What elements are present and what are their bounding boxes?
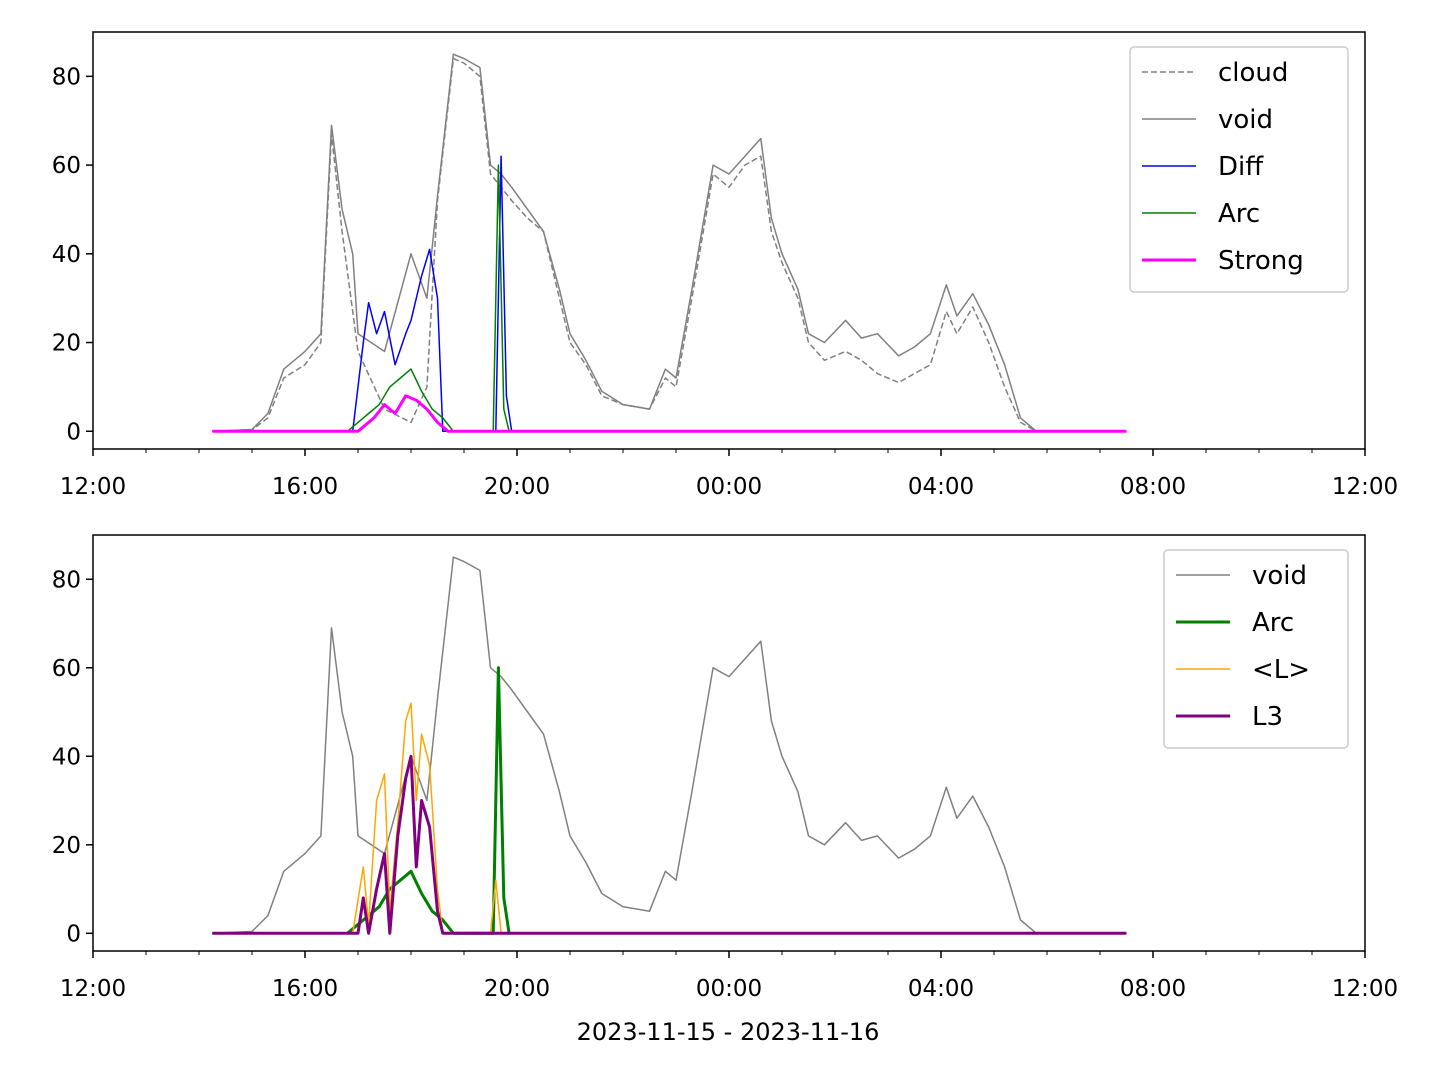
y-tick-label: 40 [52, 744, 81, 770]
legend-box [1129, 46, 1349, 293]
legend: cloud void Diff Arc Strong [1129, 46, 1349, 293]
legend-label: Diff [1218, 152, 1264, 182]
legend-label: cloud [1218, 58, 1288, 88]
x-tick-label: 20:00 [484, 976, 550, 1002]
y-tick-label: 60 [52, 153, 81, 179]
legend-label: Strong [1218, 246, 1304, 276]
x-tick-label: 00:00 [696, 474, 762, 500]
series-line-1 [212, 53, 1127, 433]
x-tick-label: 12:00 [60, 976, 126, 1002]
series-line-3 [346, 164, 510, 433]
legend: void Arc <L> L3 [1163, 549, 1349, 749]
legend-label: <L> [1252, 655, 1310, 685]
y-tick-label: 20 [52, 331, 81, 357]
bottom-chart-panel: 0 20 40 60 80 12:00 16:00 20:00 00:00 04:00 08:00 1… [52, 534, 1398, 1002]
series-line-2 [351, 155, 513, 433]
legend-box [1163, 549, 1349, 749]
x-tick-label: 04:00 [908, 474, 974, 500]
x-tick-label: 16:00 [272, 474, 338, 500]
x-tick-label: 08:00 [1120, 474, 1186, 500]
plot-area [212, 53, 1127, 433]
x-tick-label: 08:00 [1120, 976, 1186, 1002]
y-tick-label: 80 [52, 567, 81, 593]
x-tick-label: 12:00 [60, 474, 126, 500]
bottom-chart-x-axis-label: 2023-11-15 - 2023-11-16 [577, 1018, 880, 1046]
x-tick-label: 20:00 [484, 474, 550, 500]
plot-area [212, 556, 1127, 935]
y-tick-label: 80 [52, 64, 81, 90]
y-tick-label: 0 [66, 419, 81, 445]
legend-label: void [1252, 561, 1307, 591]
top-chart-panel: 0 20 40 60 80 12:00 16:00 20:00 00:00 04:00 08:00 1… [52, 31, 1398, 500]
series-line-4 [212, 394, 1127, 433]
y-tick-label: 0 [66, 921, 81, 947]
x-tick-label: 12:00 [1332, 474, 1398, 500]
legend-label: void [1218, 105, 1273, 135]
series-line-0 [212, 556, 1127, 935]
y-tick-label: 60 [52, 656, 81, 682]
x-tick-label: 04:00 [908, 976, 974, 1002]
series-line-3 [212, 754, 1127, 935]
y-tick-label: 20 [52, 833, 81, 859]
x-tick-label: 16:00 [272, 976, 338, 1002]
legend-label: Arc [1252, 608, 1294, 638]
x-tick-label: 12:00 [1332, 976, 1398, 1002]
x-tick-label: 00:00 [696, 976, 762, 1002]
legend-label: L3 [1252, 702, 1283, 732]
y-tick-label: 40 [52, 242, 81, 268]
legend-label: Arc [1218, 199, 1260, 229]
